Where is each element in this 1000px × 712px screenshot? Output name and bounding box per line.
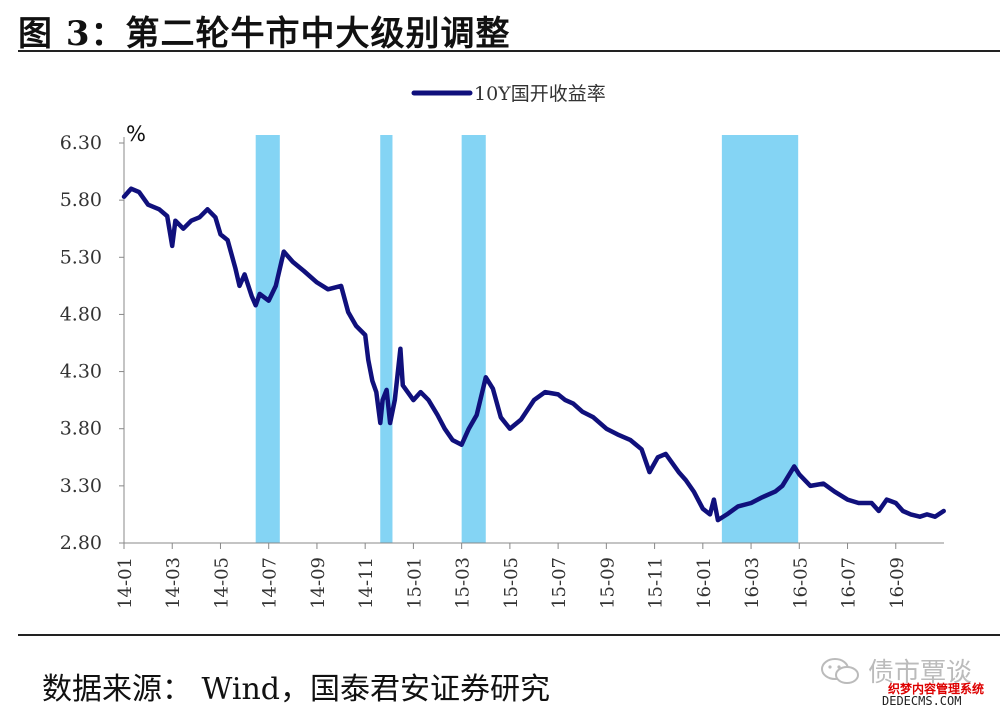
x-tick-label: 14-01 xyxy=(115,557,136,609)
y-tick-label: 4.80 xyxy=(60,303,102,325)
y-tick-label: 4.30 xyxy=(60,361,102,383)
watermark-line1: 织梦内容管理系统 xyxy=(888,682,985,696)
x-tick-label: 16-09 xyxy=(887,557,908,609)
x-tick-label: 15-07 xyxy=(549,557,570,609)
y-tick-label: 5.30 xyxy=(60,246,102,268)
x-tick-label: 15-05 xyxy=(501,557,522,609)
y-tick-label: 5.80 xyxy=(60,189,102,211)
shaded-period-2 xyxy=(461,135,486,543)
x-tick-label: 14-03 xyxy=(163,557,184,609)
x-tick-label: 14-09 xyxy=(308,557,329,609)
y-tick-label: 6.30 xyxy=(60,132,102,154)
shaded-period-0 xyxy=(255,135,280,543)
source-note: 数据来源： Wind，国泰君安证券研究 xyxy=(42,672,550,707)
series-line-0 xyxy=(121,186,946,523)
x-tick-label: 14-07 xyxy=(260,557,281,609)
watermark: 债市覃谈 织梦内容管理系统 DEDECMS.COM xyxy=(820,652,1000,708)
y-tick-label: 3.80 xyxy=(60,418,102,440)
watermark-name: 债市覃谈 xyxy=(868,658,973,688)
x-tick-label: 16-03 xyxy=(742,557,763,609)
x-tick-label: 14-11 xyxy=(356,557,377,609)
x-tick-label: 16-05 xyxy=(790,557,811,609)
chart-canvas: 6.30 5.80 5.30 4.80 4.30 3.80 3.30 2.80% 14-01 14… xyxy=(60,83,946,609)
shaded-period-1 xyxy=(380,135,393,543)
y-tick-label: 2.80 xyxy=(60,532,102,554)
x-tick-label: 15-01 xyxy=(404,557,425,609)
y-unit-label: % xyxy=(126,122,146,146)
bottom-rule xyxy=(18,634,1000,636)
top-rule xyxy=(18,50,1000,52)
x-tick-label: 15-09 xyxy=(597,557,618,609)
y-tick-label: 3.30 xyxy=(60,475,102,497)
legend-label: 10Y国开收益率 xyxy=(474,83,606,105)
shaded-period-3 xyxy=(721,135,799,543)
x-tick-label: 14-05 xyxy=(211,557,232,609)
x-tick-label: 15-11 xyxy=(646,557,667,609)
x-tick-label: 16-01 xyxy=(694,557,715,609)
wechat-icon xyxy=(821,658,859,684)
chart-title: 图 3：第二轮牛市中大级别调整 xyxy=(18,14,511,54)
x-tick-label: 16-07 xyxy=(839,557,860,609)
x-tick-label: 15-03 xyxy=(453,557,474,609)
watermark-line2: DEDECMS.COM xyxy=(882,694,962,708)
